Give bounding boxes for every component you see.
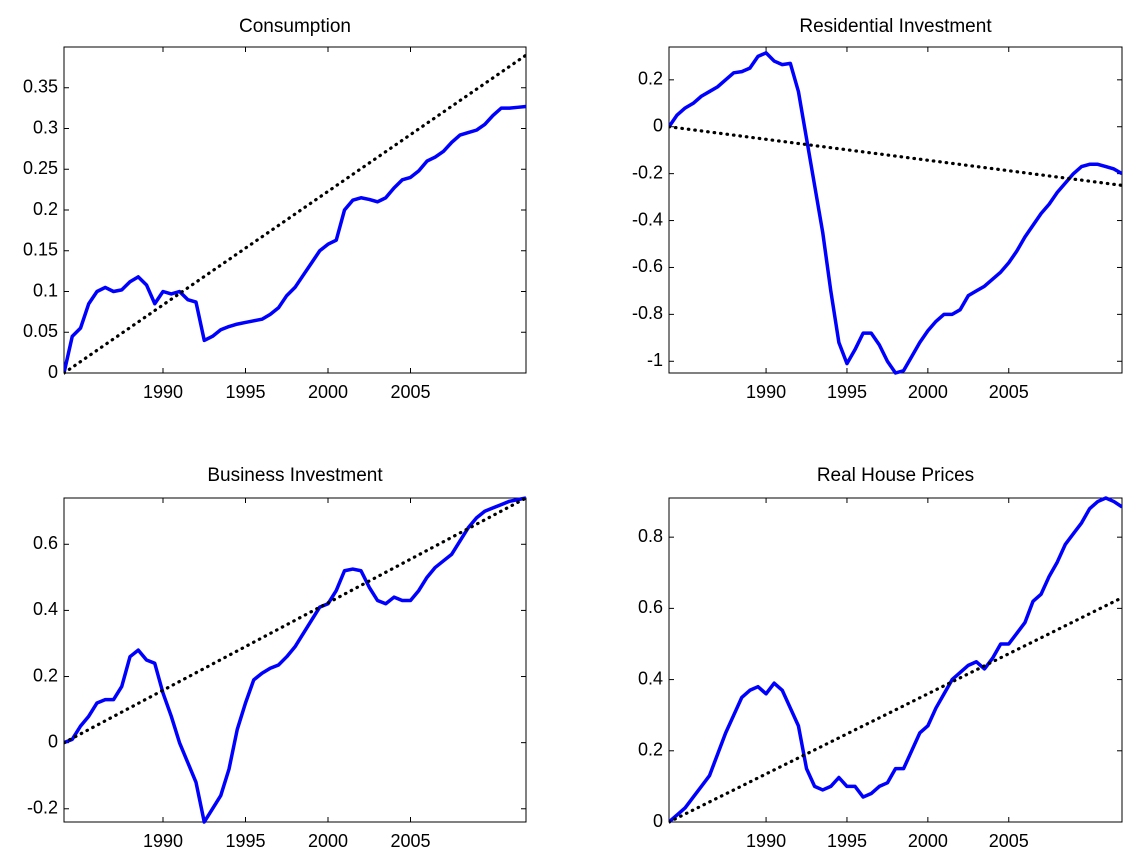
x-tick-label: 1995 — [225, 382, 265, 402]
y-tick-label: -1 — [647, 350, 663, 370]
y-tick-label: 0.2 — [33, 665, 58, 685]
y-tick-label: 0 — [48, 362, 58, 382]
y-tick-label: 0.8 — [638, 526, 663, 546]
plot-frame — [668, 46, 1123, 374]
x-tick-label: 1995 — [827, 382, 867, 402]
y-tick-label: 0.25 — [23, 158, 58, 178]
x-tick-label: 2000 — [308, 831, 348, 850]
data-line — [64, 104, 526, 374]
x-tick-label: 1990 — [746, 831, 786, 850]
y-tick-label: -0.2 — [632, 162, 663, 182]
data-line — [64, 496, 526, 824]
trend-line — [64, 496, 526, 745]
trend-line — [669, 596, 1122, 824]
y-tick-label: 0.4 — [638, 668, 663, 688]
chart-title: Residential Investment — [799, 16, 992, 37]
y-tick-label: 0.6 — [33, 533, 58, 553]
x-tick-label: 1995 — [225, 831, 265, 850]
data-line — [669, 51, 1122, 375]
x-tick-label: 2000 — [908, 831, 948, 850]
x-tick-label: 2005 — [989, 831, 1029, 850]
chart-title: Real House Prices — [817, 465, 974, 486]
chart-title: Consumption — [239, 16, 351, 37]
plot-frame — [63, 497, 527, 823]
chart-title: Business Investment — [207, 465, 383, 486]
y-tick-label: -0.2 — [27, 798, 58, 818]
y-tick-label: 0.05 — [23, 321, 58, 341]
x-tick-label: 2005 — [989, 382, 1029, 402]
y-tick-label: -0.6 — [632, 256, 663, 276]
y-tick-label: 0.4 — [33, 599, 58, 619]
x-tick-label: 1990 — [746, 382, 786, 402]
y-tick-label: 0.1 — [33, 280, 58, 300]
x-tick-label: 2000 — [308, 382, 348, 402]
y-tick-label: 0.35 — [23, 77, 58, 97]
x-tick-label: 1990 — [143, 382, 183, 402]
y-tick-label: 0 — [653, 811, 663, 831]
y-tick-label: 0.3 — [33, 117, 58, 137]
x-tick-label: 2000 — [908, 382, 948, 402]
y-tick-label: 0.2 — [638, 69, 663, 89]
y-tick-label: 0.6 — [638, 597, 663, 617]
x-tick-label: 2005 — [390, 382, 430, 402]
y-tick-label: 0 — [653, 115, 663, 135]
y-tick-label: 0.2 — [33, 199, 58, 219]
x-tick-label: 2005 — [390, 831, 430, 850]
y-tick-label: -0.4 — [632, 209, 663, 229]
x-tick-label: 1995 — [827, 831, 867, 850]
y-tick-label: 0.2 — [638, 740, 663, 760]
y-tick-label: 0.15 — [23, 240, 58, 260]
plot-frame — [668, 497, 1123, 823]
y-tick-label: -0.8 — [632, 303, 663, 323]
trend-line — [64, 53, 526, 375]
data-line — [669, 496, 1122, 824]
x-tick-label: 1990 — [143, 831, 183, 850]
y-tick-label: 0 — [48, 731, 58, 751]
trend-line — [669, 125, 1122, 187]
